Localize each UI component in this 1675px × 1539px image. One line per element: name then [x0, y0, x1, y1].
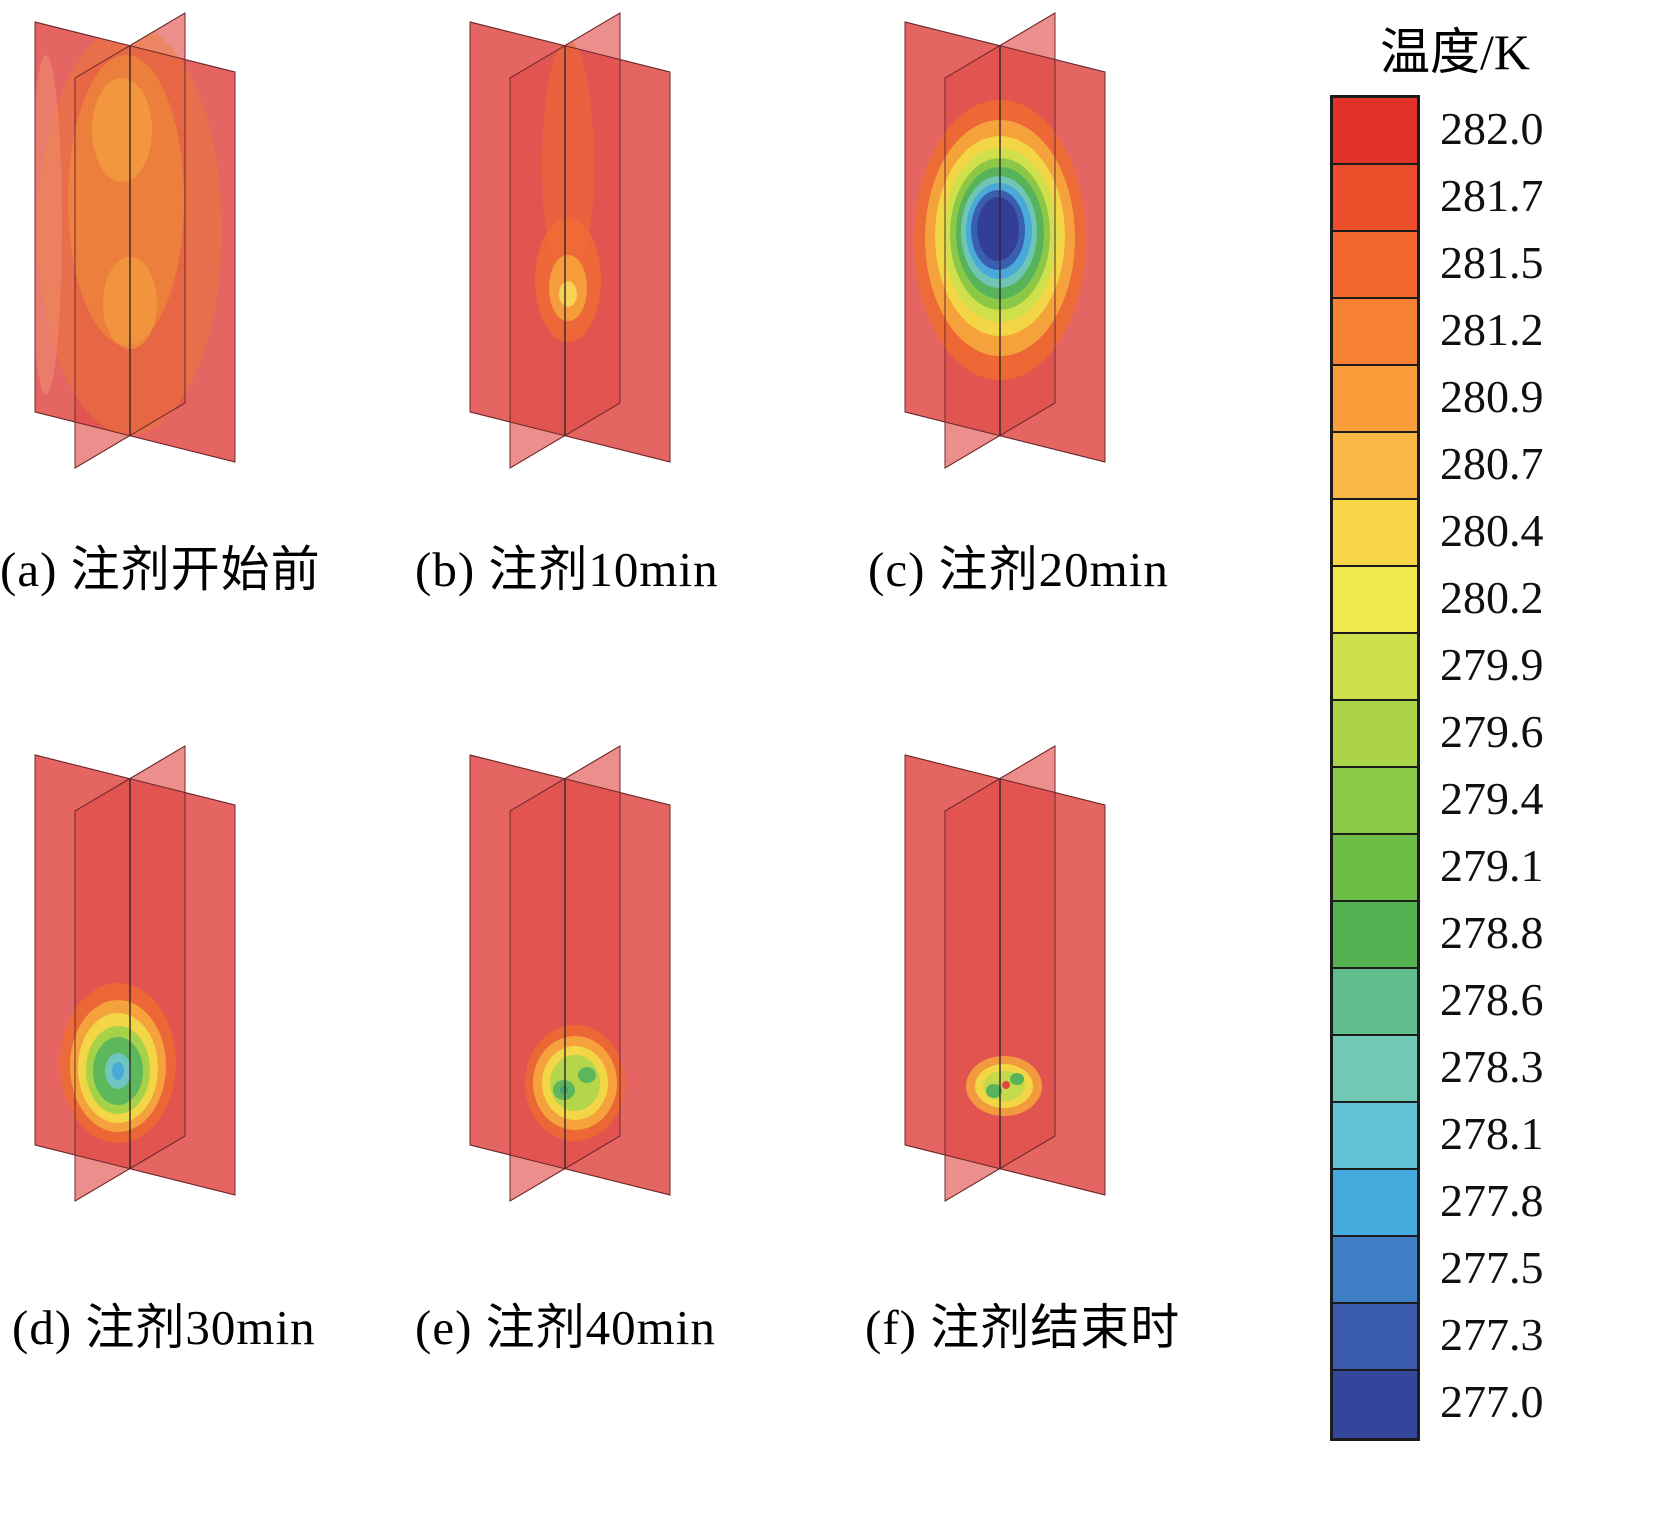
colorbar-swatch: [1333, 701, 1417, 768]
panel-b-plot: [469, 12, 671, 469]
colorbar-swatch: [1333, 835, 1417, 902]
colorbar-tick-label: 277.8: [1440, 1175, 1544, 1226]
colorbar-tick-label: 277.3: [1440, 1309, 1544, 1360]
colorbar-swatch: [1333, 768, 1417, 835]
panel-f-caption: (f) 注剂结束时: [865, 1300, 1181, 1355]
colorbar-swatch: [1333, 366, 1417, 433]
colorbar-tick-label: 278.1: [1440, 1108, 1544, 1159]
colorbar-tick-label: 281.2: [1440, 304, 1544, 355]
colorbar-swatch: [1333, 1170, 1417, 1237]
colorbar-tick-label: 277.5: [1440, 1242, 1544, 1293]
colorbar-tick-label: 281.5: [1440, 237, 1544, 288]
colorbar-tick-label: 280.7: [1440, 438, 1544, 489]
colorbar-swatch: [1333, 299, 1417, 366]
panel-d-caption: (d) 注剂30min: [12, 1300, 316, 1355]
colorbar-swatch: [1333, 969, 1417, 1036]
colorbar-swatch: [1333, 902, 1417, 969]
colorbar-swatch: [1333, 433, 1417, 500]
colorbar-swatch: [1333, 98, 1417, 165]
colorbar-tick-label: 279.4: [1440, 773, 1544, 824]
colorbar-tick-label: 278.8: [1440, 907, 1544, 958]
panel-c: [900, 5, 1110, 505]
panel-f: [900, 738, 1110, 1238]
colorbar-tick-label: 277.0: [1440, 1376, 1544, 1427]
colorbar-swatch: [1333, 500, 1417, 567]
panel-a: [30, 5, 240, 505]
colorbar-tick-label: 280.2: [1440, 572, 1544, 623]
colorbar-tick-label: 279.9: [1440, 639, 1544, 690]
colorbar-swatch: [1333, 1371, 1417, 1438]
panel-a-plot: [34, 12, 236, 469]
colorbar-tick-label: 278.3: [1440, 1041, 1544, 1092]
panel-e: [465, 738, 675, 1238]
colorbar-tick-label: 281.7: [1440, 170, 1544, 221]
colorbar-swatch: [1333, 1036, 1417, 1103]
colorbar-swatch: [1333, 1237, 1417, 1304]
colorbar-swatch: [1333, 1304, 1417, 1371]
colorbar-swatch: [1333, 232, 1417, 299]
colorbar-swatch: [1333, 165, 1417, 232]
panel-f-plot: [904, 745, 1106, 1202]
colorbar-tick-label: 280.4: [1440, 505, 1544, 556]
colorbar-tick-label: 280.9: [1440, 371, 1544, 422]
panel-e-caption: (e) 注剂40min: [415, 1300, 716, 1355]
colorbar-title: 温度/K: [1380, 24, 1530, 80]
colorbar-swatch: [1333, 567, 1417, 634]
panel-c-caption: (c) 注剂20min: [868, 542, 1169, 597]
panel-d-plot: [34, 745, 236, 1202]
panel-e-plot: [469, 745, 671, 1202]
panel-b-caption: (b) 注剂10min: [415, 542, 719, 597]
colorbar-tick-label: 282.0: [1440, 103, 1544, 154]
colorbar-labels: 282.0 281.7 281.5 281.2 280.9 280.7 280.…: [1440, 95, 1544, 1435]
panel-d: [30, 738, 240, 1238]
colorbar-tick-label: 278.6: [1440, 974, 1544, 1025]
colorbar-tick-label: 279.6: [1440, 706, 1544, 757]
panel-a-caption: (a) 注剂开始前: [0, 542, 321, 597]
panel-c-plot: [904, 12, 1106, 469]
panel-b: [465, 5, 675, 505]
colorbar-bar: [1330, 95, 1420, 1441]
colorbar-swatch: [1333, 634, 1417, 701]
colorbar-swatch: [1333, 1103, 1417, 1170]
colorbar-tick-label: 279.1: [1440, 840, 1544, 891]
